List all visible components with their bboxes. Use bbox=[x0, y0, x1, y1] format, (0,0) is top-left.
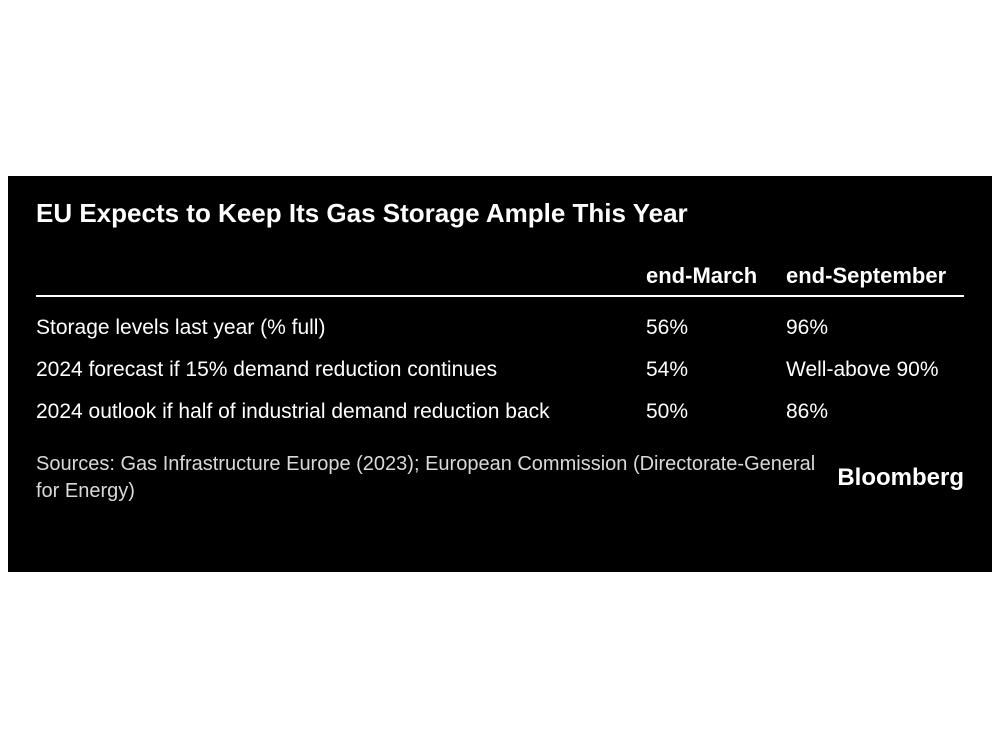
row-value-end-september: 96% bbox=[786, 316, 964, 340]
canvas: EU Expects to Keep Its Gas Storage Ample… bbox=[0, 0, 1000, 750]
row-value-end-september: 86% bbox=[786, 400, 964, 424]
table-header-row: end-March end-September bbox=[36, 249, 964, 289]
row-value-end-march: 56% bbox=[646, 316, 786, 340]
header-rule bbox=[36, 295, 964, 297]
sources-text: Sources: Gas Infrastructure Europe (2023… bbox=[36, 451, 816, 505]
row-value-end-march: 50% bbox=[646, 400, 786, 424]
table-row: Storage levels last year (% full) 56% 96… bbox=[36, 307, 964, 349]
table-row: 2024 outlook if half of industrial deman… bbox=[36, 391, 964, 433]
table-body: Storage levels last year (% full) 56% 96… bbox=[36, 307, 964, 433]
row-value-end-march: 54% bbox=[646, 358, 786, 382]
row-label: 2024 outlook if half of industrial deman… bbox=[36, 400, 646, 424]
row-label: 2024 forecast if 15% demand reduction co… bbox=[36, 358, 646, 382]
table-row: 2024 forecast if 15% demand reduction co… bbox=[36, 349, 964, 391]
column-header-end-september: end-September bbox=[786, 263, 964, 289]
brand-label: Bloomberg bbox=[837, 464, 964, 492]
column-header-end-march: end-March bbox=[646, 263, 786, 289]
chart-title: EU Expects to Keep Its Gas Storage Ample… bbox=[36, 198, 964, 229]
table-panel: EU Expects to Keep Its Gas Storage Ample… bbox=[8, 176, 992, 572]
panel-footer: Sources: Gas Infrastructure Europe (2023… bbox=[36, 451, 964, 505]
row-label: Storage levels last year (% full) bbox=[36, 316, 646, 340]
row-value-end-september: Well-above 90% bbox=[786, 358, 964, 382]
